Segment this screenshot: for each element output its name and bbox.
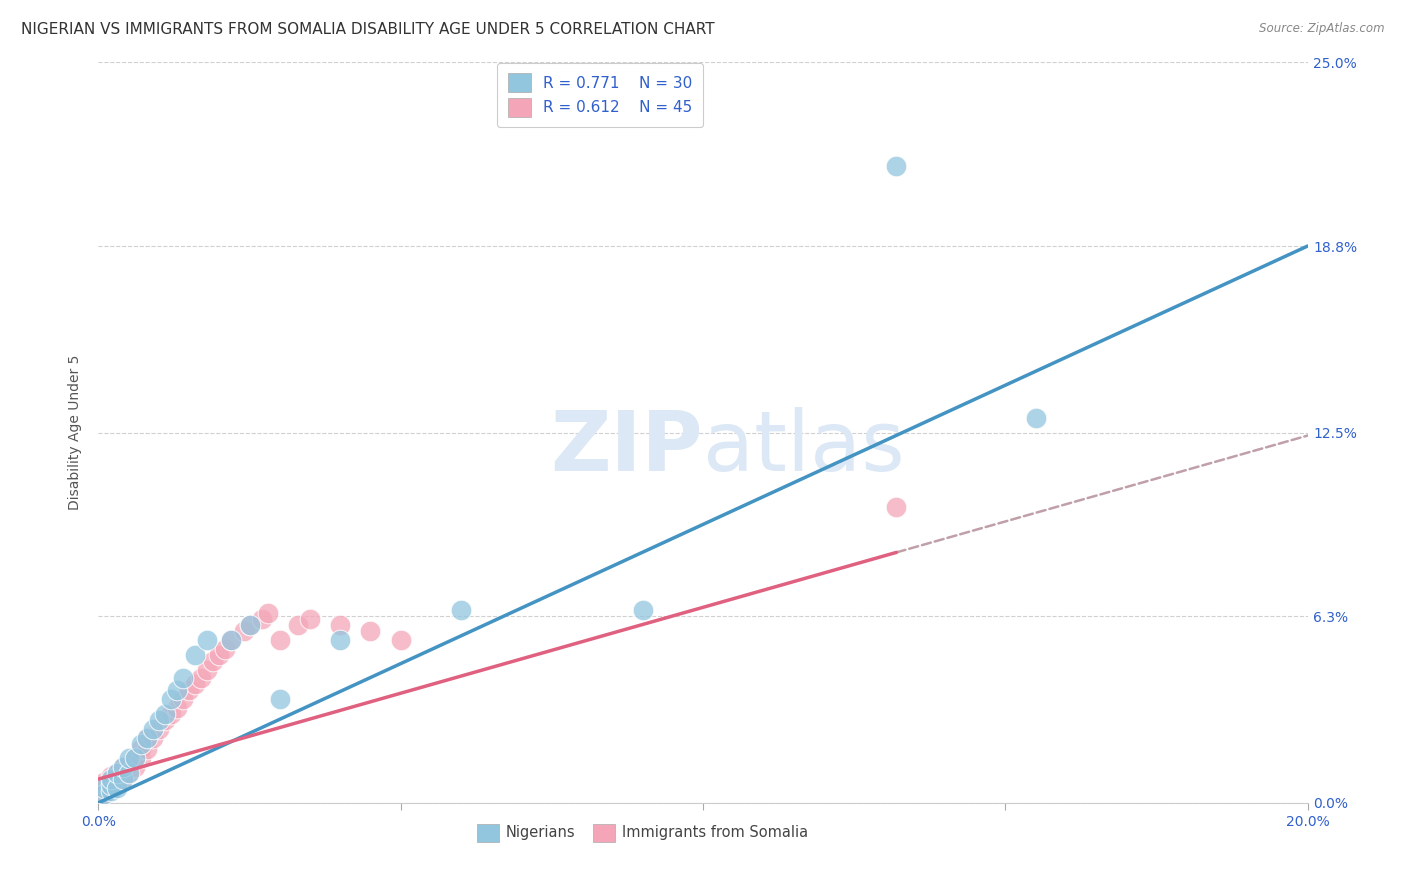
- Point: [100, 772, 122, 786]
- Point: [153, 706, 176, 721]
- Point: [184, 677, 207, 691]
- Point: [256, 607, 278, 621]
- Text: Source: ZipAtlas.com: Source: ZipAtlas.com: [1260, 22, 1385, 36]
- Point: [184, 648, 207, 662]
- Point: [118, 757, 141, 772]
- Point: [179, 683, 201, 698]
- Text: atlas: atlas: [703, 407, 904, 488]
- Point: [287, 618, 309, 632]
- Text: ZIP: ZIP: [551, 407, 703, 488]
- Point: [135, 731, 157, 745]
- Point: [190, 672, 212, 686]
- Point: [232, 624, 254, 638]
- Point: [221, 632, 243, 647]
- Point: [886, 159, 908, 173]
- Point: [93, 780, 115, 795]
- Point: [93, 787, 115, 801]
- Point: [124, 751, 146, 765]
- Point: [129, 737, 152, 751]
- Text: NIGERIAN VS IMMIGRANTS FROM SOMALIA DISABILITY AGE UNDER 5 CORRELATION CHART: NIGERIAN VS IMMIGRANTS FROM SOMALIA DISA…: [21, 22, 714, 37]
- Point: [142, 722, 165, 736]
- Point: [100, 775, 122, 789]
- Point: [195, 663, 218, 677]
- Point: [100, 778, 122, 792]
- Point: [100, 769, 122, 783]
- Point: [269, 632, 291, 647]
- Point: [111, 760, 134, 774]
- Point: [129, 742, 152, 756]
- Point: [111, 772, 134, 786]
- Point: [172, 672, 194, 686]
- Point: [160, 692, 183, 706]
- Point: [195, 632, 218, 647]
- Point: [172, 692, 194, 706]
- Point: [1024, 410, 1046, 425]
- Point: [118, 766, 141, 780]
- Point: [105, 772, 128, 786]
- Point: [269, 692, 291, 706]
- Point: [105, 766, 128, 780]
- Point: [153, 713, 176, 727]
- Point: [111, 760, 134, 774]
- Point: [105, 766, 128, 780]
- Point: [105, 778, 128, 792]
- Legend: Nigerians, Immigrants from Somalia: Nigerians, Immigrants from Somalia: [471, 818, 814, 847]
- Point: [389, 632, 412, 647]
- Point: [250, 612, 273, 626]
- Point: [886, 500, 908, 514]
- Point: [239, 618, 262, 632]
- Point: [100, 780, 122, 795]
- Point: [135, 742, 157, 756]
- Point: [105, 780, 128, 795]
- Point: [148, 713, 170, 727]
- Point: [93, 780, 115, 795]
- Point: [111, 766, 134, 780]
- Point: [118, 751, 141, 765]
- Y-axis label: Disability Age Under 5: Disability Age Under 5: [69, 355, 83, 510]
- Point: [148, 722, 170, 736]
- Point: [100, 784, 122, 798]
- Point: [124, 751, 146, 765]
- Point: [166, 701, 188, 715]
- Point: [360, 624, 382, 638]
- Point: [118, 766, 141, 780]
- Point: [166, 683, 188, 698]
- Point: [202, 654, 225, 668]
- Point: [208, 648, 231, 662]
- Point: [160, 706, 183, 721]
- Point: [135, 731, 157, 745]
- Point: [111, 772, 134, 786]
- Point: [631, 603, 654, 617]
- Point: [221, 632, 243, 647]
- Point: [129, 751, 152, 765]
- Point: [214, 641, 236, 656]
- Point: [450, 603, 472, 617]
- Point: [93, 775, 115, 789]
- Point: [329, 618, 352, 632]
- Point: [299, 612, 322, 626]
- Point: [124, 760, 146, 774]
- Point: [239, 618, 262, 632]
- Point: [142, 731, 165, 745]
- Point: [329, 632, 352, 647]
- Point: [93, 787, 115, 801]
